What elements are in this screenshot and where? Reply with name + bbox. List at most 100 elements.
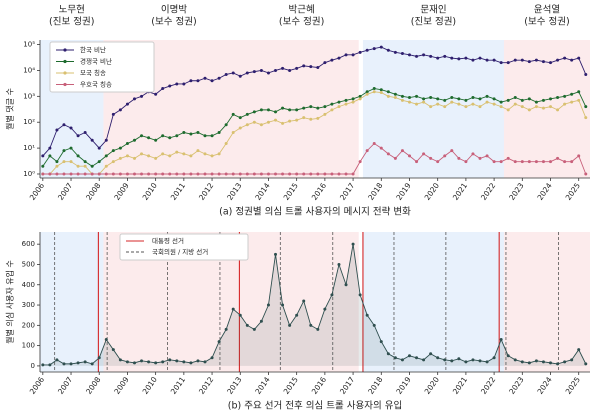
point — [520, 98, 524, 102]
point — [245, 71, 249, 75]
point — [577, 98, 581, 102]
point — [549, 105, 553, 109]
point — [132, 138, 136, 142]
point — [55, 128, 59, 132]
point — [252, 327, 256, 331]
point — [323, 112, 327, 116]
y-tick-label: 10² — [23, 118, 35, 126]
point — [132, 156, 136, 160]
point — [386, 152, 390, 156]
point — [584, 172, 588, 176]
point — [161, 134, 165, 138]
point — [281, 303, 285, 307]
point — [577, 348, 581, 352]
regime-party: (보수 정권) — [151, 16, 196, 28]
point — [351, 97, 355, 101]
point — [506, 108, 510, 112]
point — [203, 134, 207, 138]
point — [132, 361, 136, 365]
point — [217, 172, 221, 176]
point — [556, 108, 560, 112]
point — [563, 94, 567, 98]
point — [344, 98, 348, 102]
point — [224, 72, 228, 76]
point — [118, 146, 122, 150]
point — [436, 160, 440, 164]
point — [386, 94, 390, 98]
point — [69, 160, 73, 164]
point — [62, 160, 66, 164]
point — [182, 172, 186, 176]
point — [125, 102, 129, 106]
point — [379, 91, 383, 95]
x-tick-label: 2011 — [169, 181, 187, 202]
point — [196, 359, 200, 363]
point — [457, 57, 461, 61]
point — [443, 54, 447, 58]
point — [189, 79, 193, 83]
point — [274, 118, 278, 122]
x-tick-label: 2008 — [84, 181, 102, 202]
point — [527, 108, 531, 112]
point — [506, 98, 510, 102]
point — [125, 172, 129, 176]
point — [527, 60, 531, 64]
regime-party: (보수 정권) — [279, 16, 324, 28]
point — [506, 61, 510, 65]
x-tick-label: 2023 — [507, 181, 525, 202]
point — [471, 152, 475, 156]
point — [407, 154, 411, 158]
regime-name: 노무현 — [59, 5, 85, 16]
point — [55, 160, 59, 164]
point — [379, 340, 383, 344]
legend-box — [49, 41, 155, 93]
x-tick-label: 2019 — [394, 181, 412, 202]
point — [541, 360, 545, 364]
point — [83, 360, 87, 364]
y-tick-label: 100 — [22, 342, 35, 350]
point — [316, 106, 320, 110]
regime-span — [503, 232, 590, 372]
y-tick-label: 300 — [22, 301, 35, 309]
point — [584, 105, 588, 109]
point — [478, 97, 482, 101]
x-tick-label: 2022 — [479, 375, 497, 396]
point — [182, 152, 186, 156]
point — [274, 110, 278, 114]
point — [330, 293, 334, 297]
point — [422, 152, 426, 156]
point — [161, 172, 165, 176]
point — [513, 96, 517, 100]
legend-box — [119, 233, 249, 261]
point — [450, 96, 454, 100]
point — [407, 53, 411, 57]
point — [351, 100, 355, 104]
point — [365, 92, 369, 96]
point — [238, 116, 242, 120]
point — [266, 71, 270, 75]
point — [443, 154, 447, 158]
x-tick-label: 2020 — [423, 375, 441, 396]
point — [189, 361, 193, 365]
x-tick-label: 2010 — [141, 181, 159, 202]
point — [69, 146, 73, 150]
point — [161, 152, 165, 156]
point — [379, 146, 383, 150]
point — [358, 94, 362, 98]
legend-label: 우호국 칭송 — [80, 81, 112, 89]
x-tick-label: 2017 — [338, 375, 356, 396]
point — [337, 172, 341, 176]
point — [358, 50, 362, 54]
point — [83, 131, 87, 135]
y-tick-label: 10⁵ — [23, 41, 35, 49]
point — [182, 82, 186, 86]
point — [365, 90, 369, 94]
point — [288, 119, 292, 123]
point — [570, 58, 574, 62]
point — [62, 172, 66, 176]
point — [168, 358, 172, 362]
point — [323, 105, 327, 109]
point — [407, 354, 411, 358]
point — [415, 102, 419, 106]
point — [372, 323, 376, 327]
